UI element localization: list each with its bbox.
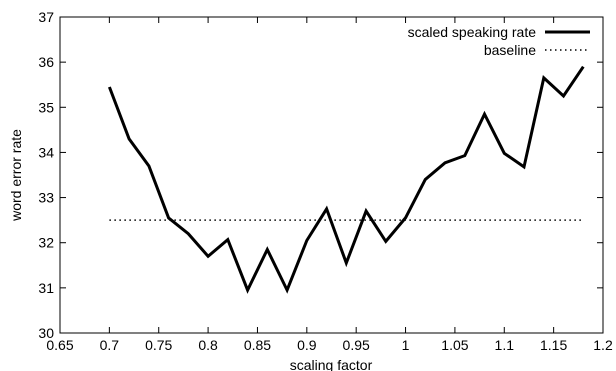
x-tick-label: 1.15 [540, 337, 567, 353]
y-axis-ticks: 30 31 32 33 34 35 36 37 [38, 9, 603, 341]
y-tick-label: 31 [38, 280, 54, 296]
x-tick-label: 1.1 [495, 337, 515, 353]
plot-frame [59, 16, 604, 334]
x-tick-label: 1.05 [441, 337, 468, 353]
x-tick-label: 0.9 [297, 337, 317, 353]
y-tick-label: 33 [38, 190, 54, 206]
x-axis-ticks: 0.65 0.7 0.75 0.8 0.85 0.9 0.95 1 1.05 1.1 1.15 1.2 [46, 17, 613, 353]
y-tick-label: 36 [38, 54, 54, 70]
legend-label-baseline: baseline [484, 42, 536, 58]
series-line-scaled-speaking-rate [107, 65, 585, 294]
x-tick-label: 0.85 [244, 337, 271, 353]
y-tick-label: 34 [38, 144, 54, 160]
x-tick-label: 0.75 [145, 337, 172, 353]
x-tick-label: 0.7 [100, 337, 120, 353]
y-tick-label: 32 [38, 235, 54, 251]
y-tick-label: 35 [38, 99, 54, 115]
x-tick-label: 1 [402, 337, 410, 353]
series-layer [107, 65, 585, 294]
legend: scaled speaking rate baseline [408, 24, 590, 58]
x-tick-label: 1.2 [593, 337, 613, 353]
x-tick-label: 0.95 [343, 337, 370, 353]
y-tick-label: 30 [38, 325, 54, 341]
x-tick-label: 0.65 [46, 337, 73, 353]
y-axis-title: word error rate [8, 129, 24, 222]
x-tick-label: 0.8 [198, 337, 218, 353]
legend-label-scaled-speaking-rate: scaled speaking rate [408, 24, 537, 40]
y-tick-label: 37 [38, 9, 54, 25]
x-axis-title: scaling factor [290, 357, 373, 371]
